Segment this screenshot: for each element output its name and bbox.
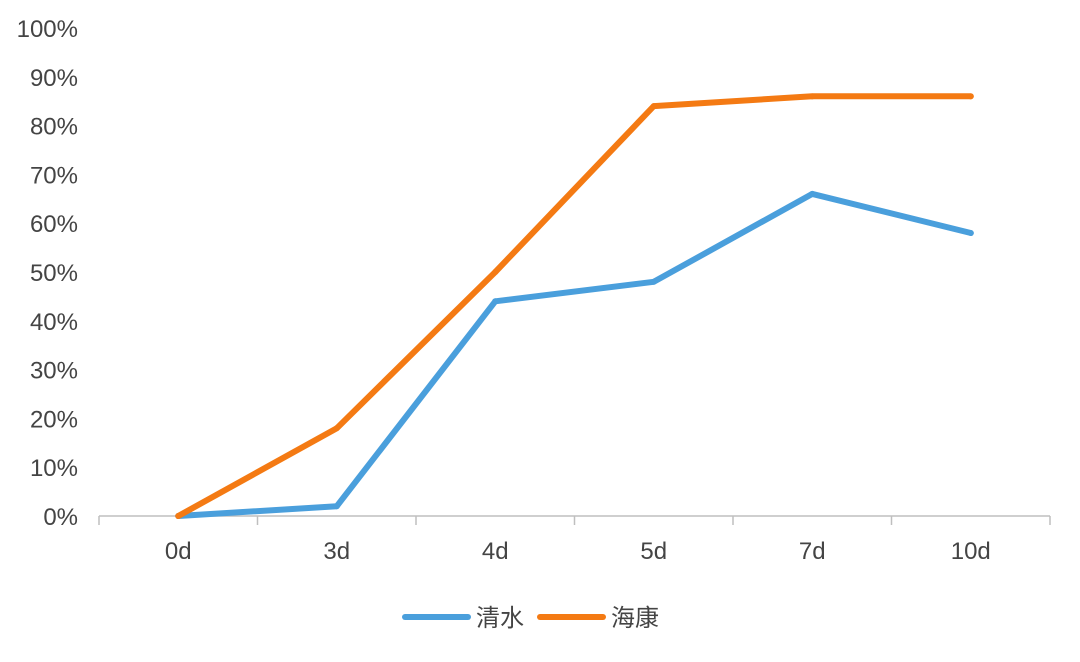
- y-tick-label: 60%: [30, 211, 78, 238]
- y-tick-label: 40%: [30, 309, 78, 336]
- y-tick-label: 80%: [30, 114, 78, 141]
- y-tick-label: 30%: [30, 358, 78, 385]
- data-point: [333, 503, 340, 510]
- y-tick-label: 10%: [30, 455, 78, 482]
- x-tick-label: 3d: [323, 538, 350, 565]
- data-point: [333, 425, 340, 432]
- data-point: [650, 103, 657, 110]
- y-tick-label: 20%: [30, 406, 78, 433]
- x-tick-label: 7d: [799, 538, 826, 565]
- series-line-1: [175, 190, 974, 519]
- data-point: [809, 93, 816, 100]
- x-tick-label: 4d: [482, 538, 509, 565]
- data-point: [175, 513, 182, 519]
- legend-label: 清水: [476, 604, 524, 632]
- x-axis: 0d 3d 4d 5d 7d 10d: [98, 515, 1051, 565]
- series-lines: [175, 93, 974, 519]
- x-tick-label: 5d: [640, 538, 667, 565]
- data-point: [967, 93, 974, 100]
- data-point: [809, 190, 816, 197]
- y-tick-label: 90%: [30, 65, 78, 92]
- y-tick-label: 50%: [30, 260, 78, 287]
- legend: 清水 海康: [402, 604, 659, 632]
- y-tick-label: 0%: [43, 504, 78, 531]
- legend-label: 海康: [611, 604, 659, 632]
- data-point: [492, 298, 499, 305]
- y-tick-label: 100%: [17, 16, 78, 43]
- y-axis-labels: 0% 10% 20% 30% 40% 50% 60% 70% 80% 90% 100%: [17, 16, 78, 531]
- x-tick-label: 0d: [165, 538, 192, 565]
- series-line-2: [175, 93, 974, 519]
- y-tick-label: 70%: [30, 162, 78, 189]
- data-point: [492, 269, 499, 275]
- data-point: [650, 278, 657, 285]
- x-tick-label: 10d: [951, 538, 991, 565]
- data-point: [967, 229, 974, 236]
